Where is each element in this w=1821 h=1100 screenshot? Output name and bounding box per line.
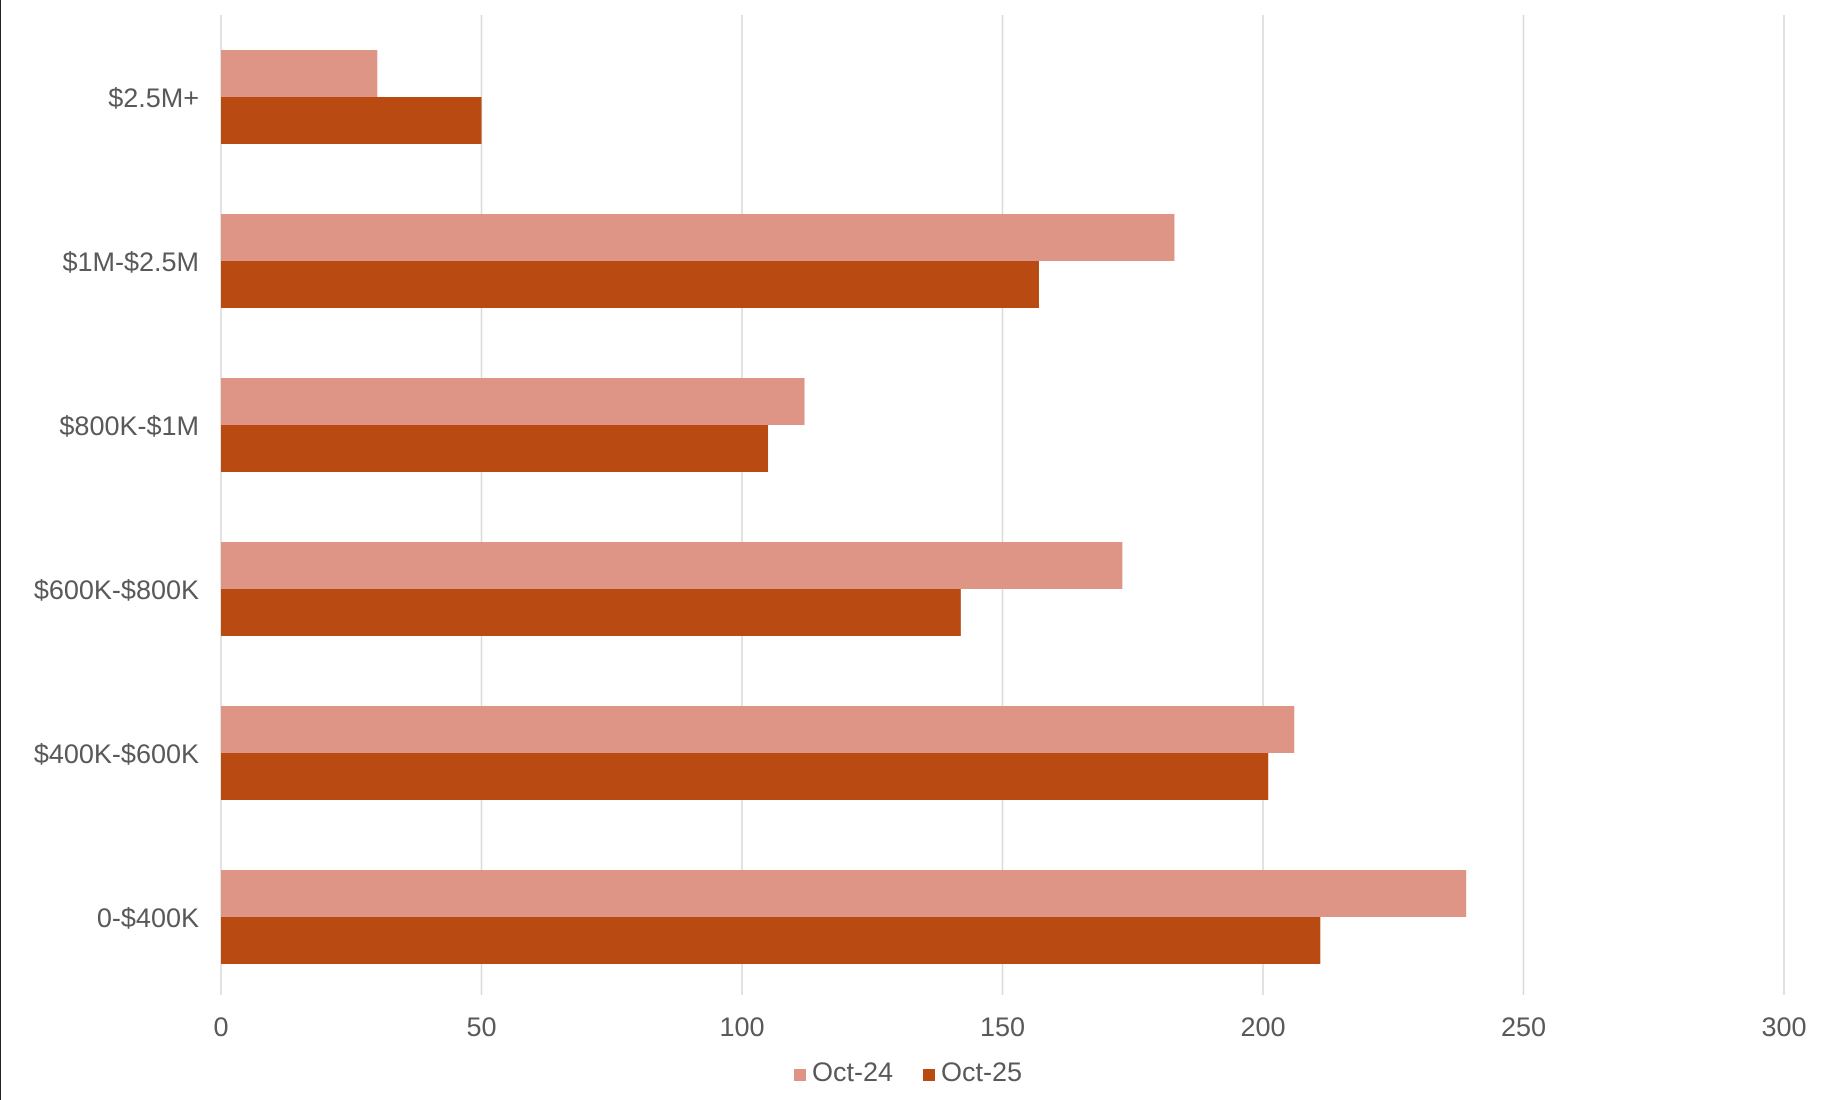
bar-oct-24 xyxy=(221,706,1295,753)
category-label: $1M-$2.5M xyxy=(62,247,199,277)
x-tick-label: 150 xyxy=(980,1012,1025,1042)
legend: Oct-24 Oct-25 xyxy=(794,1057,1022,1087)
category-labels: $2.5M+ $1M-$2.5M $800K-$1M $600K-$800K $400K… xyxy=(34,83,199,933)
bar-oct-24 xyxy=(221,542,1123,589)
category-label: $2.5M+ xyxy=(108,83,199,113)
legend-label: Oct-25 xyxy=(941,1057,1022,1087)
legend-swatch xyxy=(794,1069,806,1081)
legend-label: Oct-24 xyxy=(812,1057,893,1087)
bar-oct-25 xyxy=(221,425,769,472)
gridlines xyxy=(220,15,1785,995)
category-label: $800K-$1M xyxy=(59,411,199,441)
legend-item-oct-25: Oct-25 xyxy=(923,1057,1022,1087)
bar-oct-25 xyxy=(221,753,1269,800)
x-tick-label: 100 xyxy=(719,1012,764,1042)
bar-oct-24 xyxy=(221,50,378,97)
x-tick-label: 200 xyxy=(1240,1012,1285,1042)
bar-oct-25 xyxy=(221,261,1039,308)
legend-swatch xyxy=(923,1069,935,1081)
x-axis-tick-labels: 0 50 100 150 200 250 300 xyxy=(213,1012,1806,1042)
x-tick-label: 0 xyxy=(213,1012,228,1042)
bar-oct-24 xyxy=(221,378,805,425)
x-tick-label: 300 xyxy=(1761,1012,1806,1042)
bars xyxy=(221,50,1467,964)
bar-oct-24 xyxy=(221,870,1467,917)
bar-oct-25 xyxy=(221,917,1321,964)
x-tick-label: 50 xyxy=(466,1012,496,1042)
category-label: $400K-$600K xyxy=(34,739,199,769)
category-label: $600K-$800K xyxy=(34,575,199,605)
bar-oct-25 xyxy=(221,589,961,636)
bar-oct-25 xyxy=(221,97,482,144)
bar-oct-24 xyxy=(221,214,1175,261)
category-label: 0-$400K xyxy=(97,903,199,933)
x-tick-label: 250 xyxy=(1501,1012,1546,1042)
legend-item-oct-24: Oct-24 xyxy=(794,1057,893,1087)
